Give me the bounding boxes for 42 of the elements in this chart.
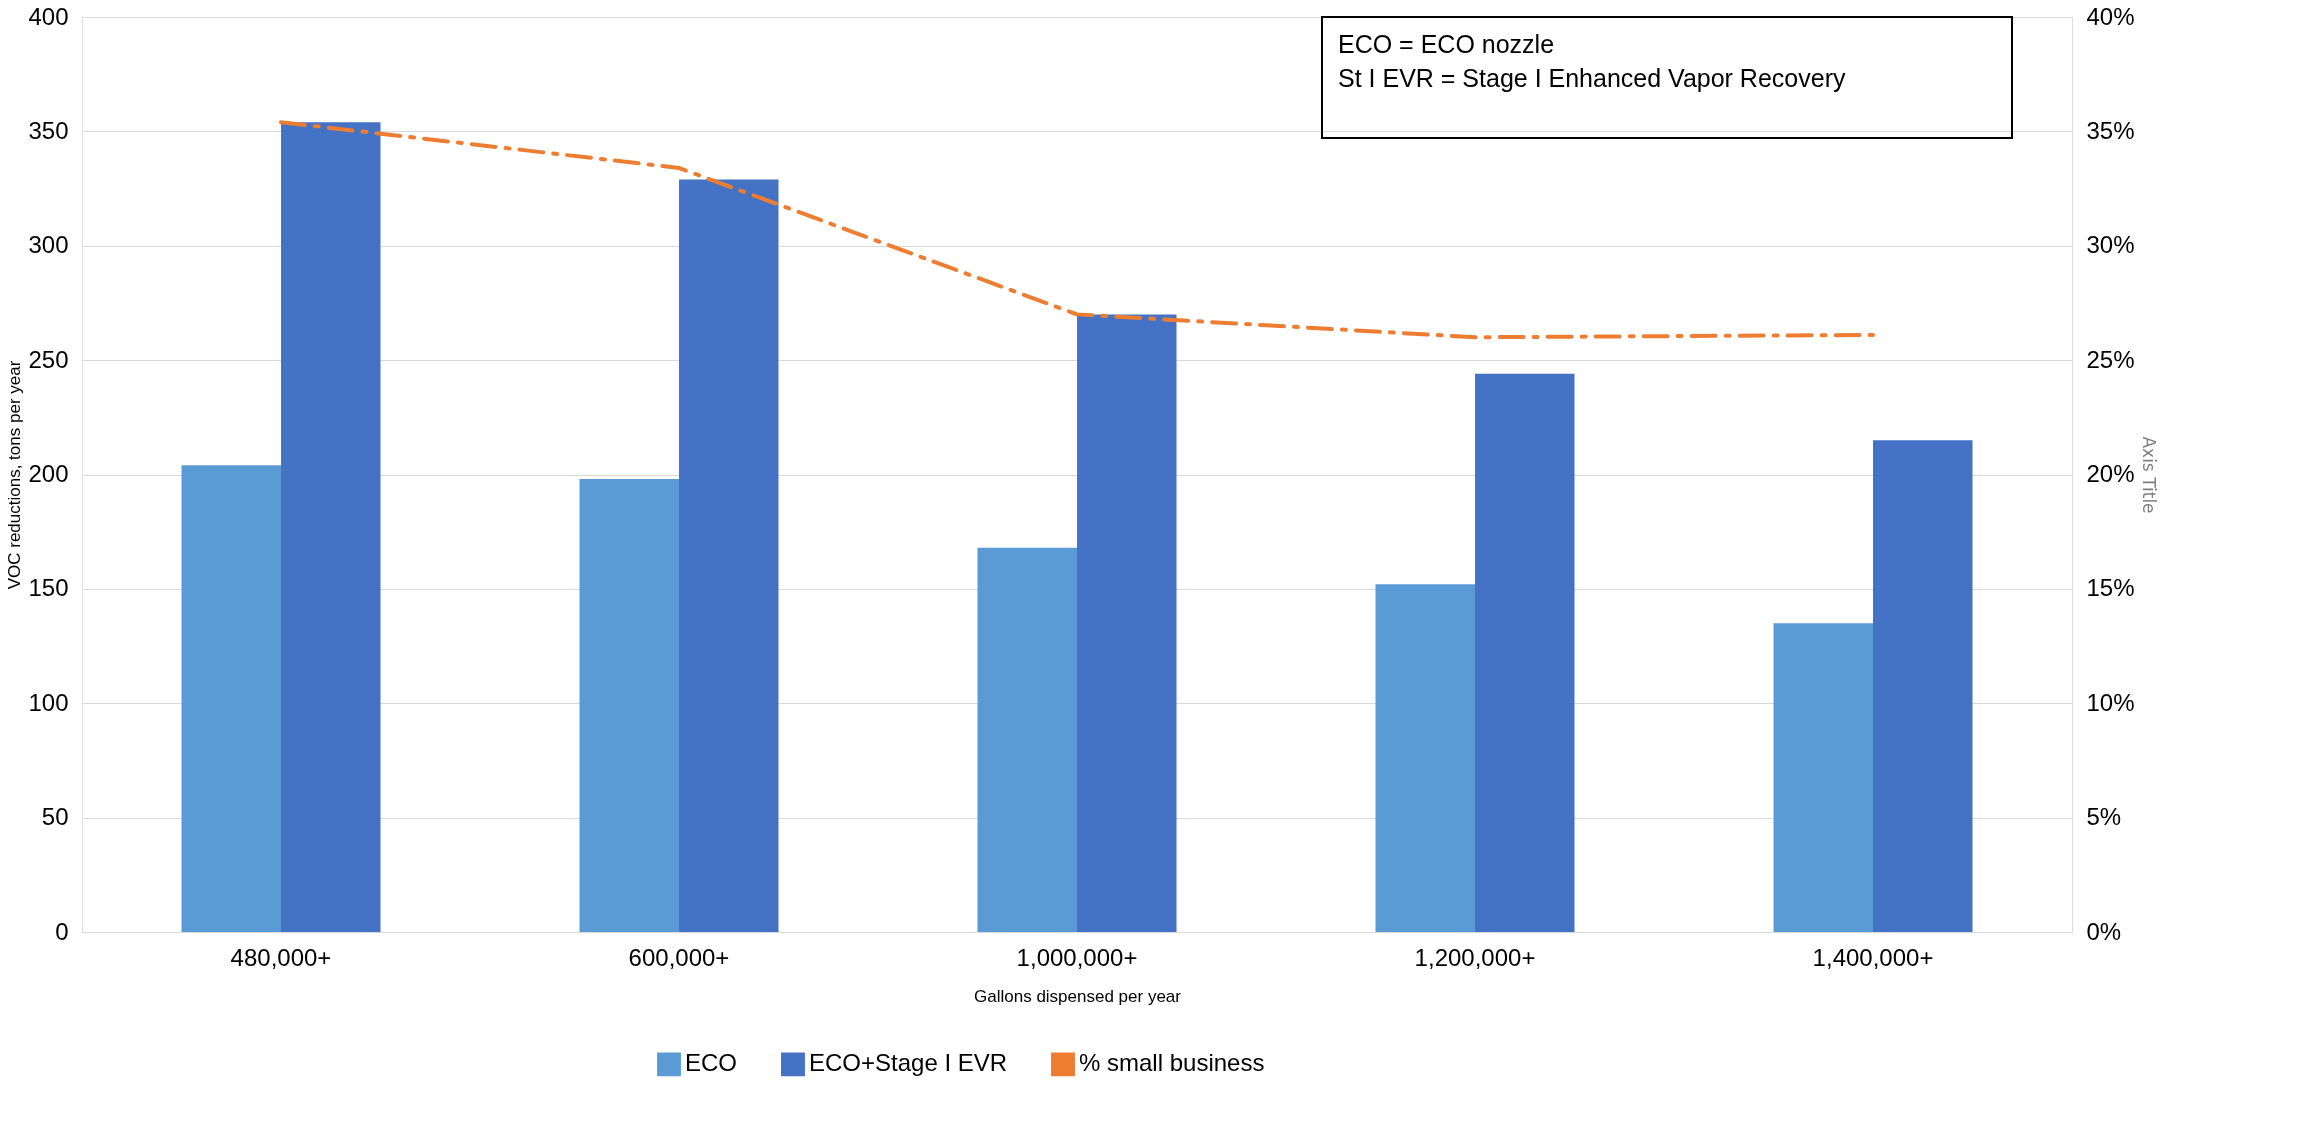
y-tick-label: 200: [28, 460, 69, 487]
y2-tick-label: 5%: [2086, 803, 2122, 831]
y2-tick-label: 15%: [2086, 574, 2135, 602]
bar: [579, 479, 679, 932]
bar: [1077, 314, 1177, 932]
bar: [181, 465, 281, 932]
y-tick-label: 300: [28, 231, 69, 259]
bar: [1475, 373, 1575, 932]
y-tick-label: 100: [28, 688, 69, 716]
bar: [1873, 440, 1973, 932]
annotation: St I EVR = Stage I Enhanced Vapor Recovery: [1338, 64, 1846, 92]
y-tick-label: 50: [41, 803, 69, 831]
x-tick-label: 1,400,000+: [1812, 943, 1934, 971]
y2-tick-label: 30%: [2086, 231, 2135, 259]
x-tick-label: 600,000+: [628, 943, 730, 971]
y-tick-label: 400: [28, 2, 69, 30]
y2-tick-label: 40%: [2086, 2, 2135, 30]
y2-axis-title: Axis Title: [2138, 436, 2159, 514]
x-tick-label: 1,200,000+: [1414, 943, 1536, 971]
bar: [679, 179, 779, 932]
bar: [977, 547, 1077, 932]
legend-label: ECO: [685, 1049, 738, 1077]
y2-tick-label: 35%: [2086, 116, 2135, 144]
y-tick-label: 150: [28, 574, 69, 602]
line-series: [279, 120, 1875, 340]
bar: [1375, 584, 1475, 932]
y-axis-title: VOC reductions, tons per year: [5, 360, 25, 590]
y2-tick-label: 10%: [2086, 688, 2135, 716]
x-tick-label: 1,000,000+: [1016, 943, 1138, 971]
y-tick-label: 350: [28, 116, 69, 144]
legend-label: ECO+Stage I EVR: [809, 1049, 1008, 1077]
y-tick-label: 0: [55, 917, 69, 945]
y-tick-label: 250: [28, 345, 69, 373]
annotation: ECO = ECO nozzle: [1338, 30, 1555, 58]
x-axis-title: Gallons dispensed per year: [974, 986, 1182, 1006]
x-tick-label: 480,000+: [230, 943, 332, 971]
bar: [281, 122, 381, 932]
y2-tick-label: 0%: [2086, 917, 2122, 945]
y2-tick-label: 25%: [2086, 345, 2135, 373]
bar: [1773, 623, 1873, 932]
legend-label: % small business: [1079, 1049, 1265, 1077]
y2-tick-label: 20%: [2086, 460, 2135, 487]
